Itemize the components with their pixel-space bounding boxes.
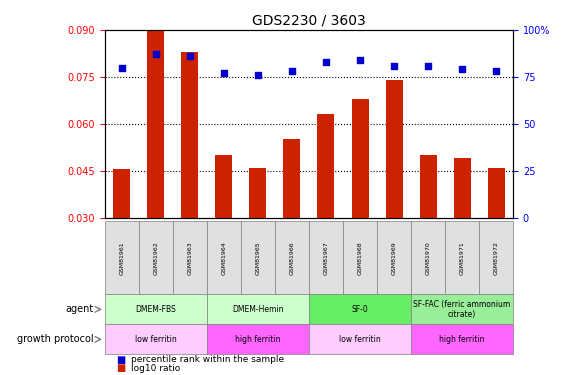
Text: growth protocol: growth protocol (17, 334, 93, 344)
Point (355, 57, 365, 63)
Text: GSM81964: GSM81964 (222, 241, 226, 274)
Bar (114, 169, 131, 217)
Bar (454, 158, 470, 218)
Point (185, 53, 195, 59)
Bar (216, 155, 233, 218)
Text: low ferritin: low ferritin (135, 335, 177, 344)
Text: GSM81963: GSM81963 (188, 241, 192, 274)
Point (151, 51, 160, 57)
Bar (318, 114, 335, 218)
Text: agent: agent (65, 304, 93, 314)
Text: percentile rank within the sample: percentile rank within the sample (131, 356, 285, 364)
Bar (385, 80, 402, 218)
Text: SF-FAC (ferric ammonium
citrate): SF-FAC (ferric ammonium citrate) (413, 300, 511, 319)
Text: GSM81967: GSM81967 (324, 241, 328, 274)
Text: GSM81965: GSM81965 (255, 241, 261, 274)
Title: GDS2230 / 3603: GDS2230 / 3603 (252, 13, 366, 27)
Bar (487, 168, 504, 217)
Point (253, 72, 262, 78)
Point (389, 63, 399, 69)
Point (491, 68, 501, 74)
Text: ■: ■ (117, 363, 126, 373)
Point (423, 63, 433, 69)
Text: GSM81969: GSM81969 (392, 241, 396, 274)
Bar (352, 99, 368, 218)
Text: GSM81968: GSM81968 (357, 241, 363, 274)
Point (287, 68, 297, 74)
Text: high ferritin: high ferritin (235, 335, 281, 344)
Text: GSM81962: GSM81962 (153, 241, 159, 274)
Text: SF-0: SF-0 (352, 305, 368, 314)
Text: ■: ■ (117, 354, 126, 364)
Bar (420, 155, 437, 218)
Text: GSM81972: GSM81972 (494, 241, 498, 275)
Point (457, 66, 466, 72)
Text: DMEM-Hemin: DMEM-Hemin (232, 305, 284, 314)
Text: low ferritin: low ferritin (339, 335, 381, 344)
Text: DMEM-FBS: DMEM-FBS (136, 305, 176, 314)
Text: GSM81966: GSM81966 (290, 241, 294, 274)
Text: log10 ratio: log10 ratio (131, 364, 180, 373)
Point (117, 64, 127, 70)
Point (219, 70, 229, 76)
Text: high ferritin: high ferritin (439, 335, 485, 344)
Point (321, 59, 331, 65)
Bar (147, 30, 164, 217)
Bar (181, 52, 198, 217)
Text: GSM81970: GSM81970 (426, 241, 430, 274)
Text: GSM81971: GSM81971 (459, 241, 465, 274)
Bar (250, 168, 266, 217)
Bar (283, 140, 300, 218)
Text: GSM81961: GSM81961 (120, 241, 124, 274)
